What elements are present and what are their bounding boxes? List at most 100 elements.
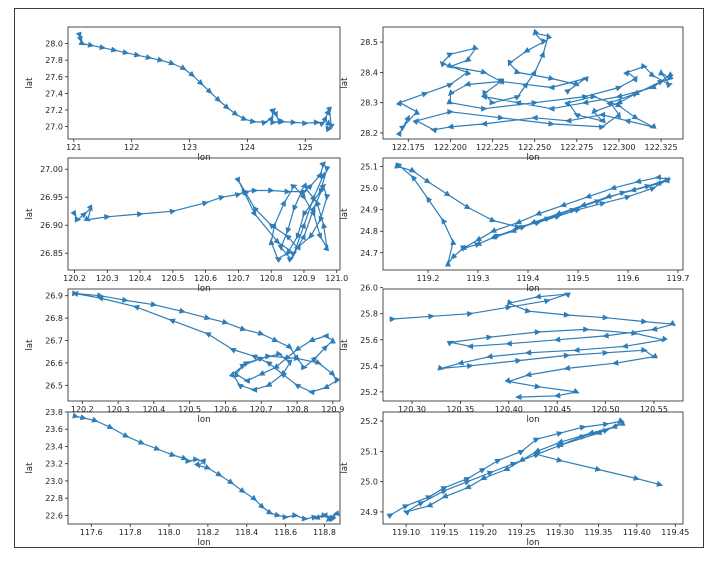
data-point-marker bbox=[554, 210, 562, 216]
x-tick-label: 119.5 bbox=[567, 274, 590, 283]
data-point-marker bbox=[497, 78, 505, 85]
data-point-marker bbox=[325, 125, 332, 133]
data-point-marker bbox=[168, 318, 176, 325]
data-point-marker bbox=[480, 120, 488, 127]
data-point-marker bbox=[258, 370, 266, 376]
data-point-marker bbox=[273, 237, 281, 245]
data-point-marker bbox=[532, 437, 540, 444]
data-point-marker bbox=[243, 377, 250, 384]
data-point-marker bbox=[534, 210, 542, 216]
data-point-marker bbox=[395, 129, 402, 137]
data-point-marker bbox=[290, 119, 298, 126]
data-point-marker bbox=[497, 114, 505, 121]
data-point-marker bbox=[489, 227, 497, 233]
data-point-marker bbox=[334, 376, 340, 384]
data-point-marker bbox=[321, 344, 329, 352]
axes-frame bbox=[67, 411, 341, 525]
data-point-marker bbox=[504, 377, 512, 385]
data-point-marker bbox=[463, 477, 471, 483]
y-tick-label: 25.4 bbox=[360, 362, 378, 371]
y-tick-label: 27.0 bbox=[45, 123, 63, 132]
series-line bbox=[75, 292, 337, 393]
data-point-marker bbox=[581, 76, 589, 82]
data-point-marker bbox=[621, 342, 629, 349]
data-point-marker bbox=[215, 470, 223, 477]
subplot-8: 119.10 119.15 119.20 119.25 119.30 119.35 119.… bbox=[340, 411, 689, 547]
y-tick-label: 26.90 bbox=[40, 221, 63, 230]
data-point-marker bbox=[649, 186, 657, 193]
data-point-marker bbox=[574, 207, 582, 214]
data-point-marker bbox=[649, 123, 657, 129]
y-tick-label: 26.7 bbox=[45, 337, 63, 346]
x-axis-label: lon bbox=[527, 538, 540, 547]
x-tick-label: 122.200 bbox=[434, 143, 467, 152]
data-point-marker bbox=[532, 28, 539, 36]
series-line bbox=[399, 32, 671, 134]
data-point-marker bbox=[441, 217, 448, 225]
y-tick-label: 28.2 bbox=[360, 129, 378, 138]
data-point-marker bbox=[300, 189, 308, 196]
subplot-4: 119.2 119.3 119.4 119.5 119.6 119.7 24.7 24.8 24… bbox=[340, 157, 689, 294]
data-point-marker bbox=[193, 456, 200, 463]
data-point-marker bbox=[261, 119, 269, 126]
data-point-marker bbox=[479, 474, 487, 481]
data-point-marker bbox=[661, 335, 668, 343]
data-point-marker bbox=[285, 227, 292, 235]
data-point-marker bbox=[286, 257, 294, 263]
plot-area bbox=[70, 161, 331, 263]
data-point-marker bbox=[446, 98, 454, 105]
y-tick-label: 26.0 bbox=[360, 284, 378, 293]
x-tick-label: 120.8 bbox=[286, 405, 309, 414]
data-point-marker bbox=[292, 204, 298, 212]
data-point-marker bbox=[534, 220, 542, 227]
data-point-marker bbox=[466, 363, 474, 370]
data-point-marker bbox=[502, 465, 511, 471]
data-point-marker bbox=[294, 345, 302, 352]
data-point-marker bbox=[489, 216, 497, 223]
data-point-marker bbox=[425, 196, 433, 204]
data-point-marker bbox=[556, 431, 564, 437]
data-point-marker bbox=[546, 32, 553, 41]
data-point-marker bbox=[522, 81, 529, 89]
data-point-marker bbox=[204, 332, 212, 338]
data-point-marker bbox=[265, 353, 272, 360]
data-point-marker bbox=[666, 74, 674, 81]
data-point-marker bbox=[614, 101, 623, 108]
data-point-marker bbox=[300, 182, 308, 189]
data-point-marker bbox=[399, 124, 407, 132]
x-tick-label: 119.2 bbox=[417, 274, 440, 283]
data-point-marker bbox=[523, 47, 531, 54]
data-point-marker bbox=[539, 50, 545, 59]
data-point-marker bbox=[541, 38, 548, 46]
data-point-marker bbox=[300, 221, 306, 230]
data-point-marker bbox=[579, 424, 587, 431]
subplot-3: 120.2 120.3 120.4 120.5 120.6 120.7 120.8 120.9… bbox=[25, 157, 348, 294]
data-point-marker bbox=[324, 118, 331, 126]
series-line bbox=[392, 293, 674, 398]
data-point-marker bbox=[266, 508, 274, 515]
data-point-marker bbox=[553, 336, 561, 343]
data-point-marker bbox=[295, 232, 302, 240]
data-point-marker bbox=[573, 113, 581, 119]
data-point-marker bbox=[563, 311, 571, 318]
data-point-marker bbox=[443, 190, 451, 197]
y-tick-label: 25.2 bbox=[360, 388, 378, 397]
x-tick-label: 118.2 bbox=[196, 528, 219, 537]
data-point-marker bbox=[321, 221, 328, 229]
data-point-marker bbox=[272, 363, 280, 370]
data-point-marker bbox=[240, 115, 248, 121]
plot-area bbox=[72, 412, 340, 523]
axes-frame bbox=[382, 26, 684, 140]
x-tick-label: 119.15 bbox=[431, 528, 459, 537]
data-point-marker bbox=[239, 325, 247, 332]
data-point-marker bbox=[441, 492, 449, 499]
x-tick-label: 122 bbox=[124, 143, 139, 152]
data-point-marker bbox=[489, 99, 497, 106]
data-point-marker bbox=[301, 364, 308, 371]
data-point-marker bbox=[606, 99, 613, 107]
data-point-marker bbox=[505, 340, 513, 347]
data-point-marker bbox=[290, 183, 298, 190]
data-point-marker bbox=[251, 187, 259, 194]
data-point-marker bbox=[294, 383, 302, 390]
data-point-marker bbox=[328, 369, 336, 377]
